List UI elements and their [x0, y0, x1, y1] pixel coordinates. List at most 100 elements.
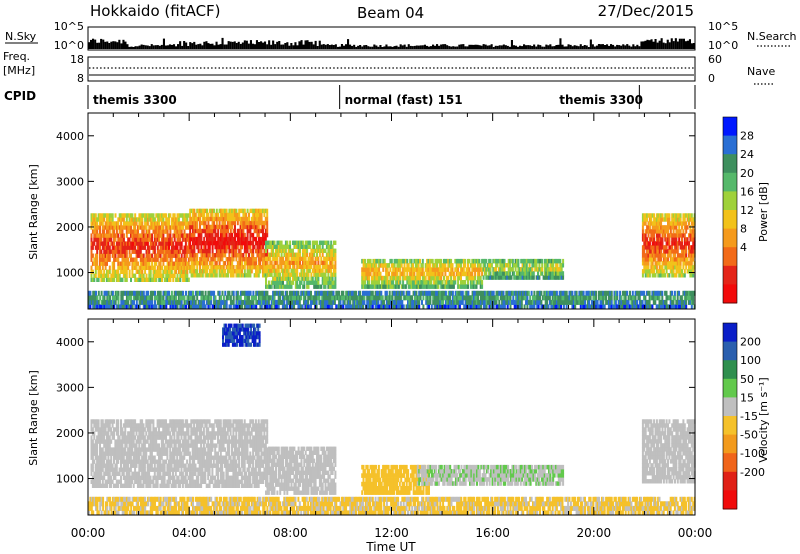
heatmap-cell — [647, 225, 650, 230]
heatmap-cell — [272, 240, 275, 245]
heatmap-cell — [366, 280, 369, 285]
heatmap-cell — [287, 264, 290, 269]
heatmap-cell — [333, 299, 336, 305]
heatmap-cell — [94, 217, 97, 222]
heatmap-cell — [173, 217, 176, 222]
heatmap-cell — [296, 264, 299, 269]
heatmap-cell — [179, 213, 182, 218]
heatmap-cell — [541, 263, 544, 268]
heatmap-cell — [523, 295, 526, 301]
heatmap-cell — [180, 299, 183, 305]
heatmap-cell — [108, 257, 111, 262]
heatmap-cell — [113, 295, 116, 301]
noise-bar — [205, 41, 208, 49]
heatmap-cell — [467, 258, 469, 264]
heatmap-cell — [199, 240, 201, 246]
heatmap-cell — [689, 237, 692, 242]
heatmap-cell — [166, 273, 169, 278]
heatmap-cell — [523, 290, 526, 296]
heatmap-cell — [222, 248, 225, 254]
heatmap-cell — [169, 304, 172, 310]
heatmap-cell — [399, 290, 402, 296]
heatmap-cell — [189, 269, 192, 274]
heatmap-cell — [651, 261, 654, 266]
heatmap-cell — [327, 248, 330, 253]
heatmap-cell — [674, 217, 676, 222]
heatmap-cell — [137, 241, 139, 246]
heatmap-cell — [128, 290, 131, 296]
heatmap-cell — [678, 257, 681, 262]
heatmap-cell — [199, 232, 201, 238]
heatmap-cell — [415, 299, 418, 305]
heatmap-cell — [107, 273, 110, 278]
heatmap-cell — [545, 258, 548, 264]
heatmap-cell — [245, 224, 248, 230]
heatmap-cell — [163, 277, 166, 282]
heatmap-cell — [460, 290, 463, 296]
heatmap-cell — [103, 213, 106, 218]
heatmap-cell — [289, 252, 292, 257]
heatmap-cell — [661, 253, 664, 258]
heatmap-cell — [196, 261, 199, 266]
heatmap-cell — [496, 275, 499, 280]
heatmap-cell — [122, 241, 125, 246]
heatmap-cell — [232, 257, 235, 262]
noise-bar — [338, 46, 341, 49]
heatmap-cell — [128, 261, 131, 266]
heatmap-cell — [161, 245, 163, 250]
heatmap-cell — [186, 217, 189, 222]
heatmap-cell — [646, 213, 649, 218]
heatmap-cell — [208, 208, 211, 214]
heatmap-cell — [182, 221, 185, 226]
heatmap-cell — [114, 233, 117, 238]
heatmap-cell — [368, 258, 371, 264]
heatmap-cell — [510, 290, 513, 296]
heatmap-cell — [190, 299, 193, 305]
heatmap-cell — [96, 245, 99, 250]
heatmap-cell — [657, 213, 660, 218]
heatmap-cell — [151, 261, 154, 266]
heatmap-cell — [571, 295, 574, 301]
heatmap-cell — [211, 253, 214, 258]
heatmap-cell — [325, 252, 328, 257]
heatmap-cell — [96, 277, 99, 282]
heatmap-cell — [194, 236, 197, 242]
heatmap-cell — [151, 237, 154, 242]
heatmap-cell — [262, 261, 264, 266]
heatmap-cell — [113, 277, 116, 282]
heatmap-cell — [213, 220, 215, 226]
heatmap-cell — [220, 212, 222, 218]
heatmap-cell — [317, 260, 320, 265]
heatmap-cell — [262, 232, 264, 238]
heatmap-cell — [148, 225, 151, 230]
heatmap-cell — [265, 244, 267, 249]
heatmap-cell — [685, 225, 688, 230]
heatmap-cell — [224, 236, 227, 242]
heatmap-cell — [437, 271, 440, 277]
heatmap-cell — [493, 258, 496, 264]
heatmap-cell — [114, 257, 117, 262]
heatmap-cell — [224, 253, 227, 258]
heatmap-cell — [97, 277, 100, 282]
heatmap-cell — [280, 252, 283, 257]
heatmap-cell — [99, 273, 101, 278]
power-heatmap — [88, 208, 696, 310]
noise-bar — [102, 39, 105, 49]
heatmap-cell — [369, 284, 372, 289]
heatmap-cell — [688, 217, 690, 222]
heatmap-cell — [473, 299, 475, 305]
heatmap-cell — [172, 233, 175, 238]
heatmap-cell — [141, 241, 144, 246]
noise-bar — [373, 44, 376, 49]
noise-bar — [241, 42, 244, 49]
heatmap-cell — [362, 267, 365, 272]
heatmap-cell — [689, 213, 692, 218]
heatmap-cell — [177, 217, 180, 222]
heatmap-cell — [362, 290, 364, 296]
heatmap-cell — [461, 295, 464, 301]
heatmap-cell — [444, 280, 447, 285]
heatmap-cell — [132, 257, 135, 262]
heatmap-cell — [135, 241, 138, 246]
heatmap-cell — [266, 216, 269, 222]
heatmap-cell — [152, 229, 155, 234]
